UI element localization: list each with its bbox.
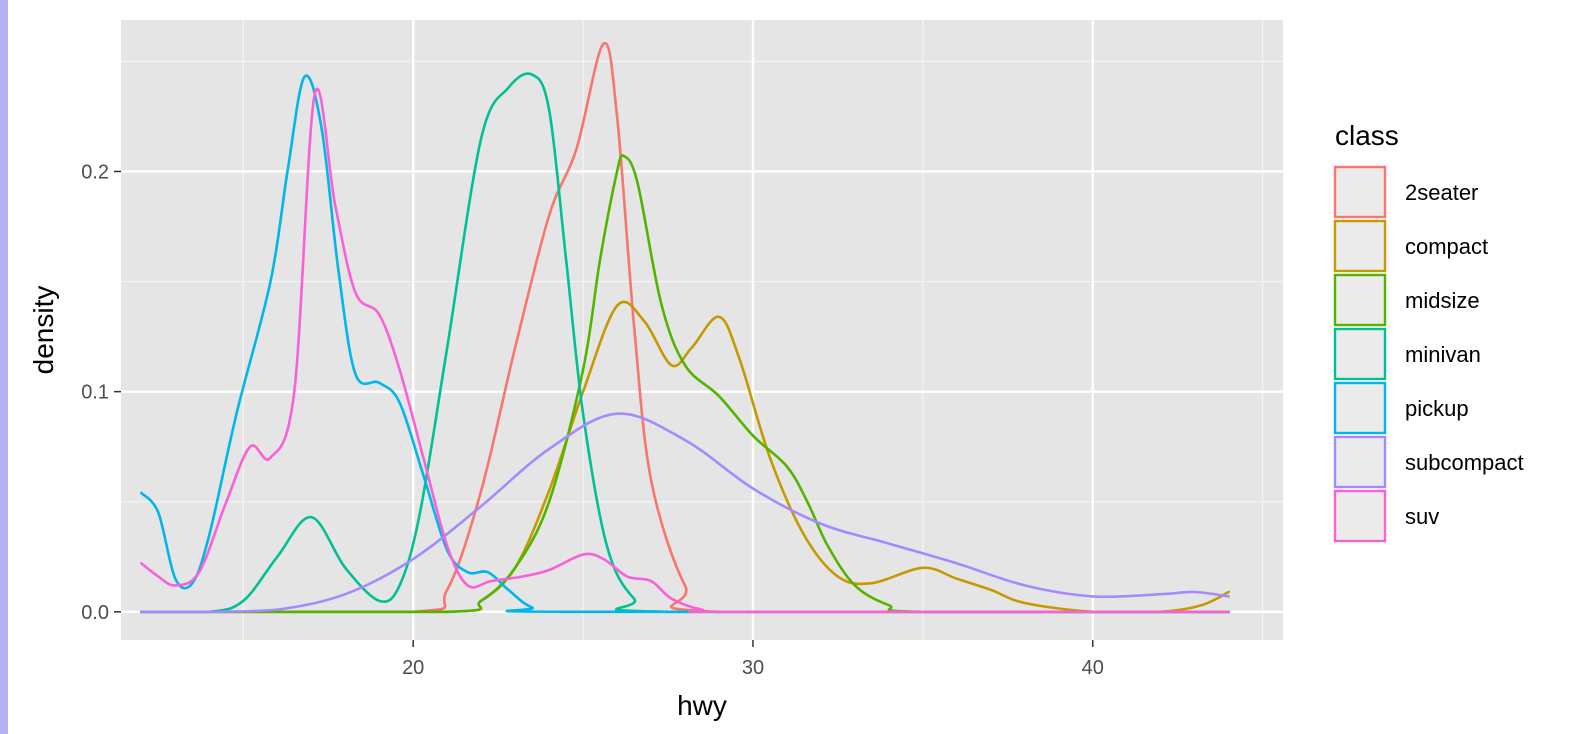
x-tick-label: 30 [742, 657, 764, 679]
legend-key-minivan [1333, 327, 1387, 381]
legend-key-suv [1333, 489, 1387, 543]
axes: 20 30 40 0.0 0.1 0.2 [81, 161, 1104, 679]
legend-key-2seater [1333, 165, 1387, 219]
legend-key-subcompact [1333, 435, 1387, 489]
legend-label-2seater: 2seater [1405, 180, 1478, 205]
y-tick-label: 0.0 [81, 602, 109, 624]
density-line-minivan [140, 72, 1230, 614]
legend-label-subcompact: subcompact [1405, 450, 1524, 475]
density-chart: 20 30 40 0.0 0.1 0.2 hwy density class 2seate… [28, 20, 1524, 721]
x-tick-label: 20 [402, 657, 424, 679]
y-axis-title: density [28, 286, 59, 375]
density-line-suv [140, 87, 1230, 614]
density-line-2seater [140, 41, 1230, 614]
legend-label-suv: suv [1405, 504, 1439, 529]
y-tick-label: 0.1 [81, 382, 109, 404]
density-curves [140, 41, 1230, 614]
density-line-subcompact [140, 412, 1230, 614]
legend-label-midsize: midsize [1405, 288, 1480, 313]
legend-title: class [1335, 120, 1399, 151]
chart-canvas: 20 30 40 0.0 0.1 0.2 hwy density class 2seate… [8, 0, 1573, 734]
legend-key-compact [1333, 219, 1387, 273]
legend-label-compact: compact [1405, 234, 1488, 259]
legend-label-pickup: pickup [1405, 396, 1469, 421]
legend-label-minivan: minivan [1405, 342, 1481, 367]
legend-key-pickup [1333, 381, 1387, 435]
density-line-pickup [140, 74, 1230, 614]
legend: class 2seater compact midsize minivan pickup… [1333, 120, 1524, 543]
x-axis-title: hwy [677, 690, 727, 721]
plot-panel [121, 20, 1283, 640]
legend-key-midsize [1333, 273, 1387, 327]
y-tick-label: 0.2 [81, 161, 109, 183]
x-tick-label: 40 [1082, 657, 1104, 679]
